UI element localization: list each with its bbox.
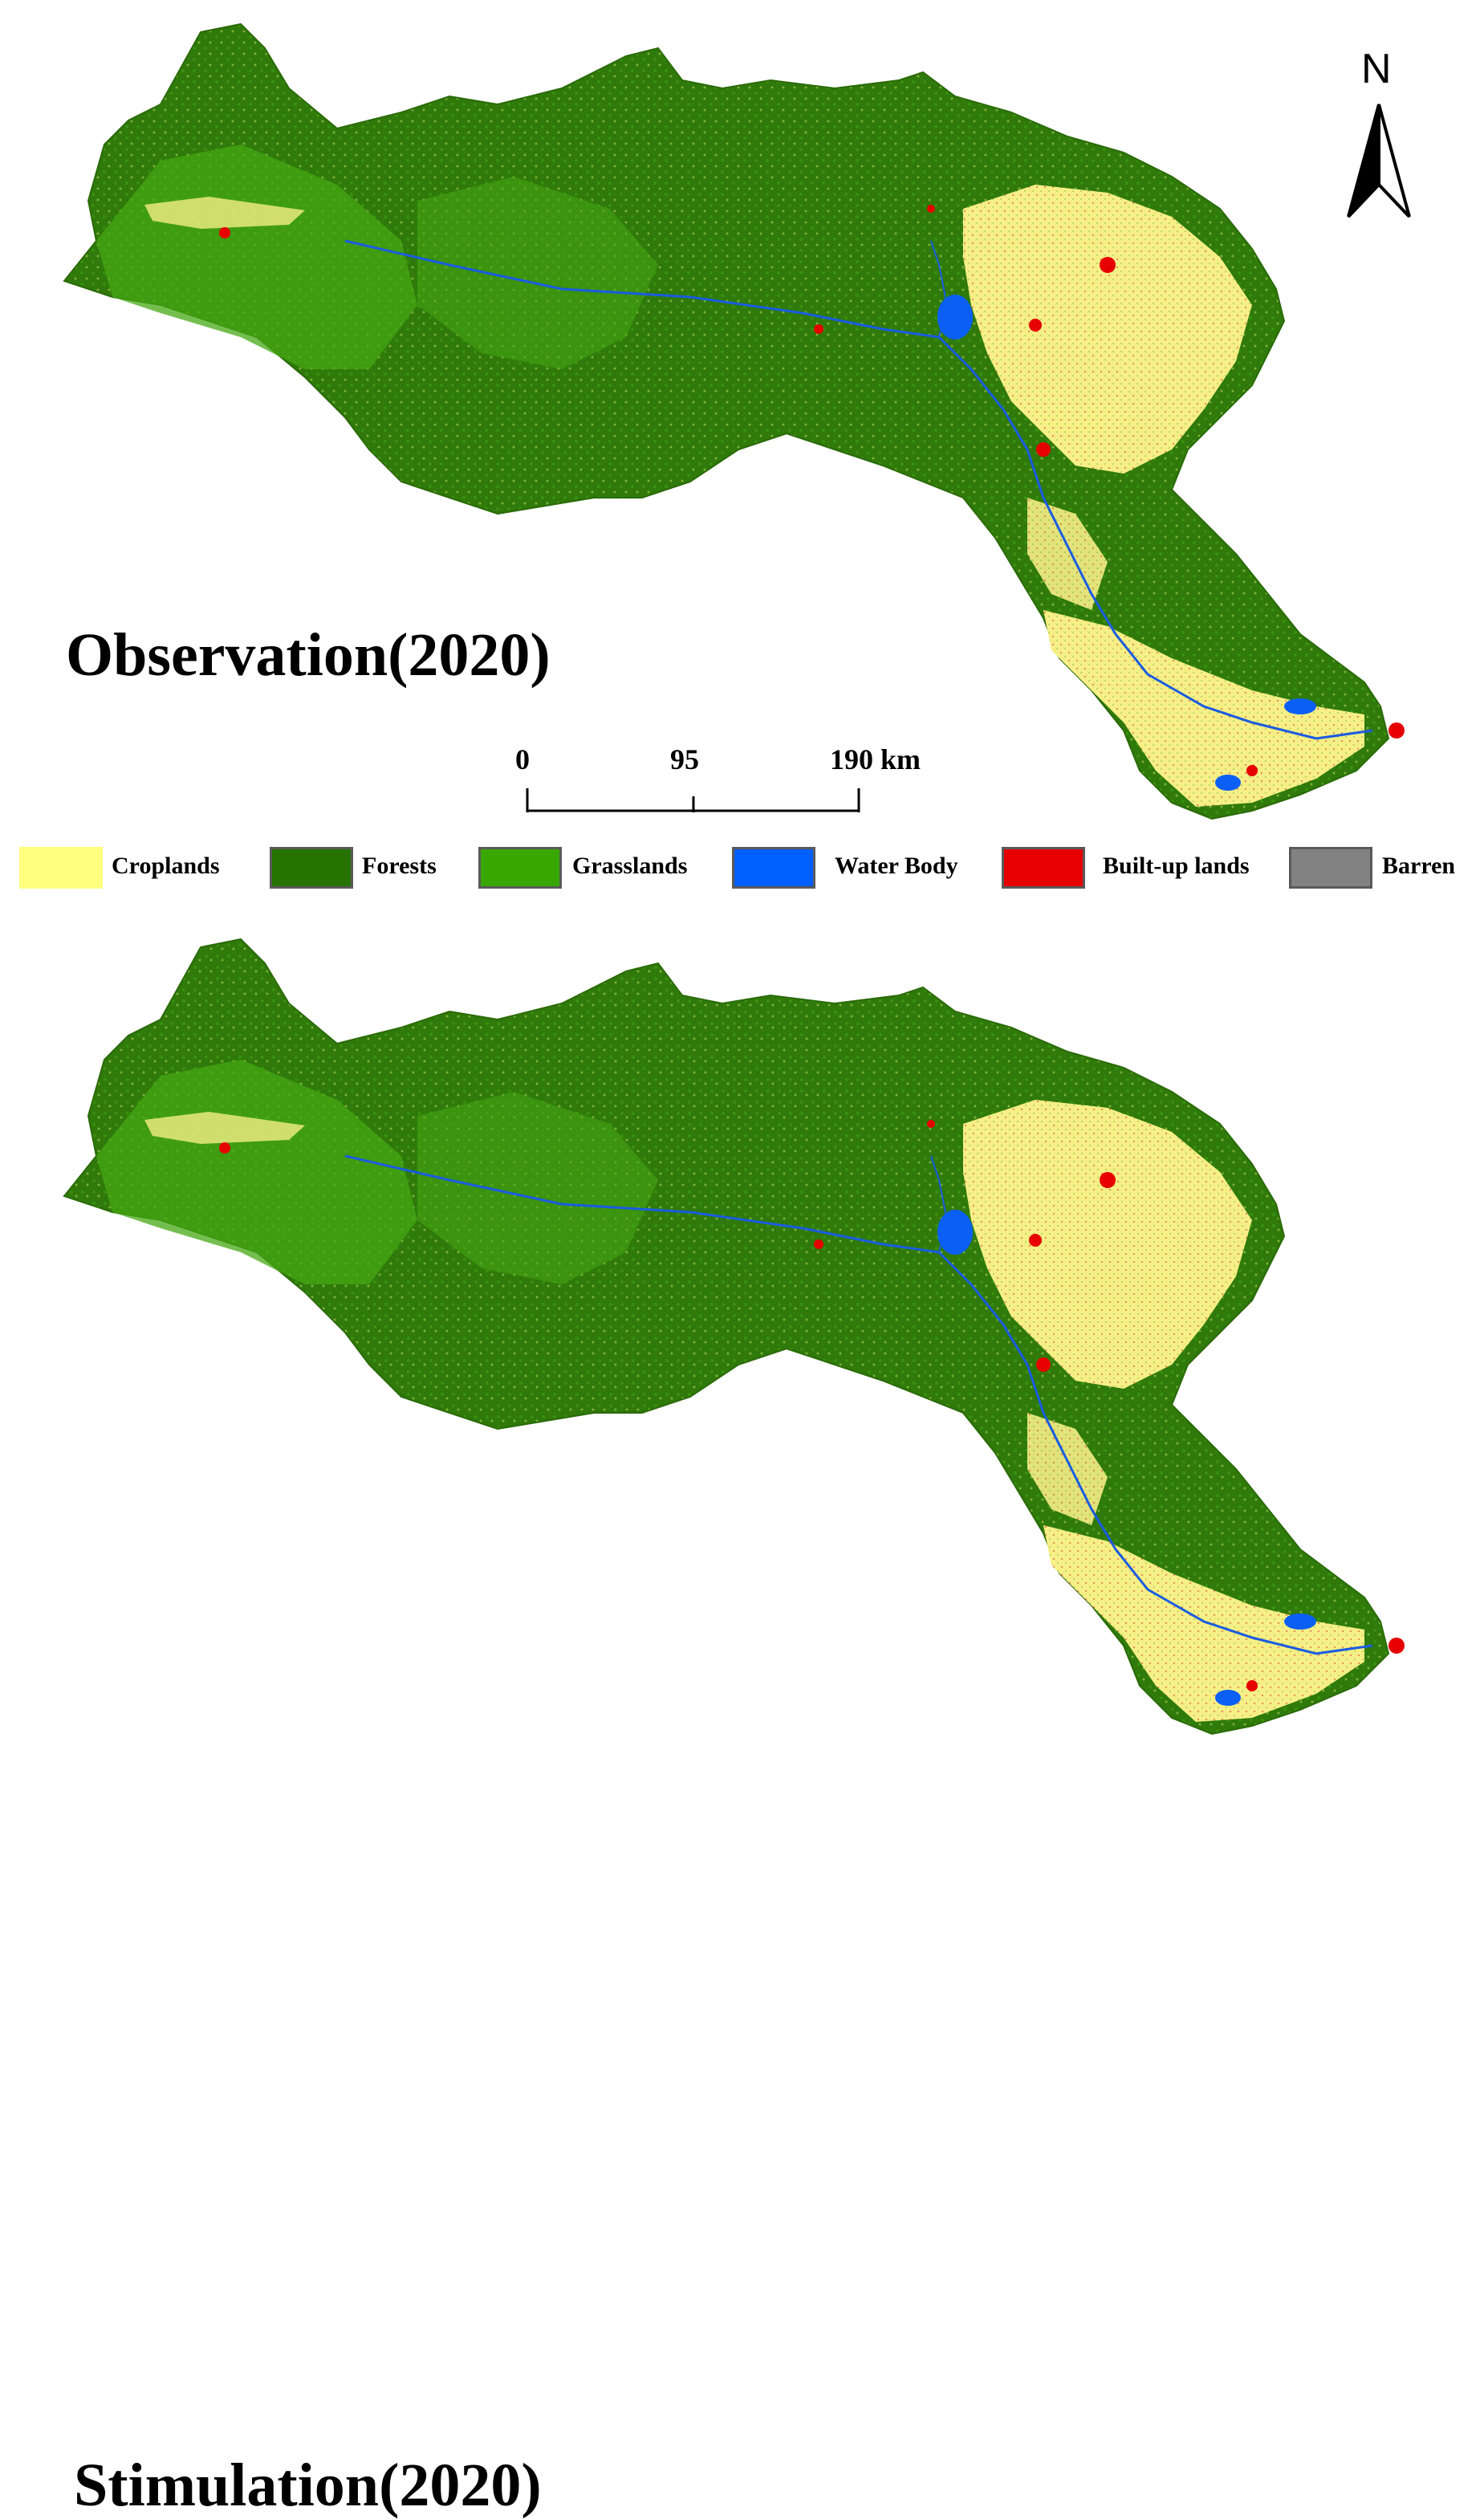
legend-label-croplands: Croplands	[112, 853, 220, 879]
grassland-zone-central	[417, 1092, 658, 1284]
forests-swatch	[270, 847, 353, 889]
lake-delta	[1284, 1614, 1316, 1630]
city-6	[219, 227, 230, 238]
scale-bar	[526, 788, 860, 812]
scale-label-190: 190 km	[830, 743, 921, 775]
city-7	[814, 324, 823, 334]
main-river	[344, 239, 1373, 740]
cropland-valley	[1027, 498, 1108, 610]
city-5	[1388, 722, 1405, 739]
city-6	[219, 1142, 230, 1154]
observation-map: Observation(2020)	[0, 0, 1484, 835]
scale-label-95: 95	[670, 743, 699, 775]
city-2	[1029, 1234, 1042, 1247]
city-4	[1246, 765, 1258, 776]
legend: Croplands Forests Grasslands Water Body …	[0, 843, 1484, 896]
main-river	[344, 1154, 1373, 1655]
stimulation-land-use-map	[63, 938, 1405, 1736]
city-1	[1100, 1172, 1116, 1188]
city-8	[927, 1120, 935, 1128]
city-8	[927, 205, 935, 213]
croplands-swatch	[19, 847, 103, 889]
built-up-swatch	[1002, 847, 1085, 889]
stimulation-map: Stimulation(2020)	[0, 907, 1484, 2516]
observation-title: Observation(2020)	[66, 621, 551, 689]
grasslands-swatch	[478, 847, 562, 889]
grassland-zone-central	[417, 177, 658, 369]
city-1	[1100, 257, 1116, 273]
stimulation-title: Stimulation(2020)	[74, 2452, 542, 2519]
cropland-plain	[963, 1100, 1252, 1389]
cropland-valley	[1027, 1413, 1108, 1525]
cropland-delta	[1043, 610, 1364, 807]
lake-delta	[1284, 698, 1316, 714]
legend-label-forests: Forests	[362, 853, 437, 879]
city-5	[1388, 1638, 1405, 1654]
reservoir	[937, 1210, 973, 1255]
barren-swatch	[1289, 847, 1372, 889]
cropland-plain	[963, 185, 1252, 474]
lake-south	[1215, 775, 1241, 791]
scale-label-0: 0	[515, 743, 530, 775]
lake-south	[1215, 1690, 1241, 1706]
city-4	[1246, 1680, 1258, 1691]
legend-label-grasslands: Grasslands	[572, 853, 688, 879]
city-3	[1036, 442, 1051, 457]
legend-label-built-up: Built-up lands	[1103, 853, 1250, 879]
observation-land-use-map	[63, 22, 1405, 820]
legend-label-water-body: Water Body	[835, 853, 958, 879]
legend-label-barren: Barren	[1382, 853, 1456, 879]
city-3	[1036, 1357, 1051, 1372]
reservoir	[937, 295, 973, 340]
cropland-west-strip	[144, 1112, 305, 1144]
north-arrow-icon	[1347, 104, 1411, 218]
city-2	[1029, 319, 1042, 332]
cropland-west-strip	[144, 197, 305, 229]
cropland-delta	[1043, 1525, 1364, 1722]
north-label: N	[1361, 46, 1392, 92]
city-7	[814, 1239, 823, 1249]
water-body-swatch	[732, 847, 815, 889]
